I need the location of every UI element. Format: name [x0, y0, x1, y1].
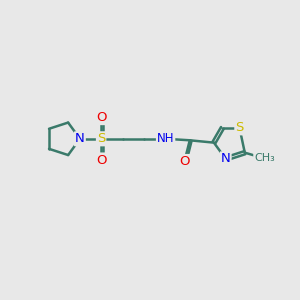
Text: CH₃: CH₃ — [254, 153, 275, 163]
Text: N: N — [221, 152, 231, 165]
Text: O: O — [179, 155, 190, 168]
Text: S: S — [97, 132, 105, 145]
Text: S: S — [235, 121, 244, 134]
Text: NH: NH — [157, 132, 174, 145]
Text: O: O — [96, 154, 106, 166]
Text: N: N — [75, 132, 85, 145]
Text: O: O — [96, 111, 106, 124]
